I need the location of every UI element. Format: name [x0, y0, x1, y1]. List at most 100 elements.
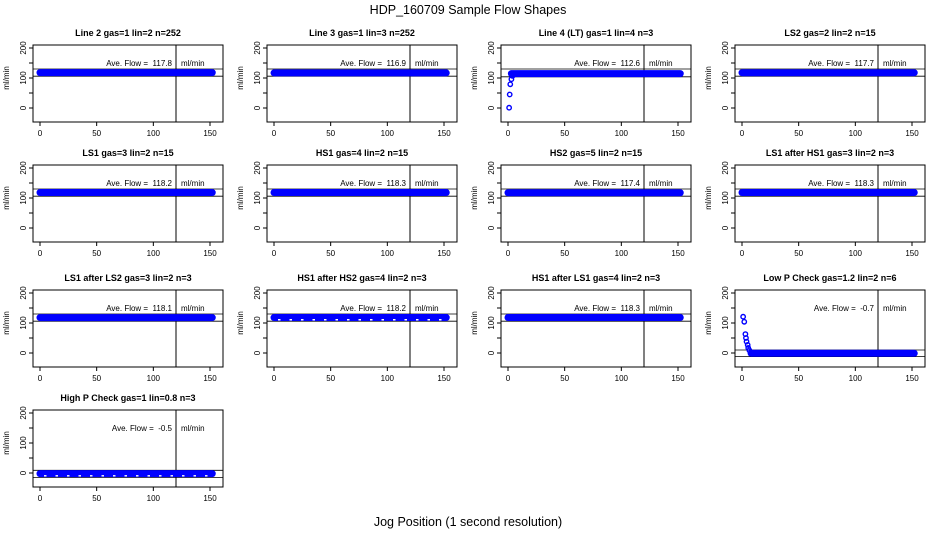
- flow-data-point: [740, 313, 747, 320]
- y-tick-label: 0: [253, 350, 262, 355]
- x-tick-label: 50: [326, 249, 335, 258]
- x-tick-label: 150: [203, 249, 217, 258]
- x-tick-label: 0: [740, 129, 745, 138]
- plot-box: [266, 289, 458, 368]
- ave-flow-annotation: Ave. Flow = 116.9: [340, 59, 406, 68]
- y-axis-title: ml/min: [704, 186, 713, 210]
- flow-data-point: [509, 73, 516, 79]
- y-tick-label: 200: [19, 161, 28, 175]
- plot-box: [500, 289, 692, 368]
- y-tick-label: 100: [487, 316, 496, 330]
- y-axis-title: ml/min: [470, 66, 479, 90]
- ave-flow-annotation: Ave. Flow = 117.8: [106, 59, 172, 68]
- ave-flow-annotation: Ave. Flow = 118.3: [340, 179, 406, 188]
- y-tick-label: 100: [721, 71, 730, 85]
- plot-box: [266, 44, 458, 123]
- y-axis-title: ml/min: [2, 311, 11, 335]
- x-tick-label: 0: [740, 249, 745, 258]
- x-tick-label: 150: [905, 249, 919, 258]
- x-tick-label: 100: [849, 374, 863, 383]
- subplot-2: Line 3 gas=1 lin=3 n=252 0 100 200 ml/min 0 50…: [236, 28, 458, 138]
- x-tick-label: 150: [203, 129, 217, 138]
- ave-flow-annotation: Ave. Flow = 112.6: [574, 59, 640, 68]
- y-tick-label: 100: [721, 316, 730, 330]
- y-tick-label: 200: [19, 41, 28, 55]
- y-axis-title: ml/min: [470, 311, 479, 335]
- subplot-title: LS1 after LS2 gas=3 lin=2 n=3: [64, 273, 191, 283]
- ave-flow-annotation: Ave. Flow = 118.1: [106, 304, 172, 313]
- y-tick-label: 0: [721, 225, 730, 230]
- x-tick-label: 50: [326, 374, 335, 383]
- subplot-13: High P Check gas=1 lin=0.8 n=3 0 100 200 ml/…: [2, 393, 224, 503]
- y-tick-label: 0: [253, 225, 262, 230]
- flow-data-point: [741, 318, 748, 325]
- x-tick-label: 100: [615, 374, 629, 383]
- y-tick-label: 0: [487, 350, 496, 355]
- flow-data-point: [746, 347, 753, 354]
- ave-flow-annotation: Ave. Flow = 118.3: [808, 179, 874, 188]
- y-tick-label: 100: [487, 191, 496, 205]
- x-tick-label: 50: [326, 129, 335, 138]
- x-tick-label: 0: [38, 494, 43, 503]
- subplot-11: HS1 after LS1 gas=4 lin=2 n=3 0 100 200 ml/m…: [470, 273, 692, 383]
- y-axis-title: ml/min: [236, 66, 245, 90]
- plot-box: [266, 164, 458, 243]
- flow-unit-label: ml/min: [649, 59, 673, 68]
- x-tick-label: 150: [905, 129, 919, 138]
- x-tick-label: 150: [437, 374, 451, 383]
- x-tick-label: 100: [849, 129, 863, 138]
- y-axis-title: ml/min: [470, 186, 479, 210]
- y-axis-title: ml/min: [236, 186, 245, 210]
- subplot-title: HS1 after HS2 gas=4 lin=2 n=3: [297, 273, 426, 283]
- x-tick-label: 150: [437, 129, 451, 138]
- y-tick-label: 0: [19, 470, 28, 475]
- x-tick-label: 50: [794, 249, 803, 258]
- y-tick-label: 100: [253, 71, 262, 85]
- subplot-1: Line 2 gas=1 lin=2 n=252 0 100 200 ml/min 0 50…: [2, 28, 224, 138]
- y-tick-label: 0: [721, 105, 730, 110]
- y-tick-label: 100: [487, 71, 496, 85]
- x-tick-label: 100: [147, 374, 161, 383]
- plot-box: [734, 289, 926, 368]
- y-tick-label: 0: [253, 105, 262, 110]
- y-tick-label: 100: [19, 71, 28, 85]
- subplot-6: HS1 gas=4 lin=2 n=15 0 100 200 ml/min 0 50 100 1…: [236, 148, 458, 258]
- flow-unit-label: ml/min: [181, 304, 205, 313]
- ave-flow-annotation: Ave. Flow = 118.3: [574, 304, 640, 313]
- subplot-4: LS2 gas=2 lin=2 n=15 0 100 200 ml/min 0 50 100 1…: [704, 28, 926, 138]
- subplot-title: HS2 gas=5 lin=2 n=15: [550, 148, 642, 158]
- flow-data-point: [506, 91, 513, 98]
- y-tick-label: 200: [721, 161, 730, 175]
- subplot-title: Line 4 (LT) gas=1 lin=4 n=3: [539, 28, 654, 38]
- y-tick-label: 200: [487, 286, 496, 300]
- y-tick-label: 100: [253, 316, 262, 330]
- x-tick-label: 100: [381, 374, 395, 383]
- subplot-title: HS1 gas=4 lin=2 n=15: [316, 148, 408, 158]
- plot-box: [32, 164, 224, 243]
- ave-flow-annotation: Ave. Flow = 117.7: [808, 59, 874, 68]
- subplot-12: Low P Check gas=1.2 lin=2 n=6 0 100 200 ml/m…: [704, 273, 926, 383]
- x-tick-label: 150: [905, 374, 919, 383]
- plot-box: [500, 164, 692, 243]
- subplot-10: HS1 after HS2 gas=4 lin=2 n=3 0 100 200 ml/m…: [236, 273, 458, 383]
- figure-title: HDP_160709 Sample Flow Shapes: [369, 3, 567, 17]
- y-tick-label: 0: [19, 350, 28, 355]
- y-axis-title: ml/min: [236, 311, 245, 335]
- y-tick-label: 200: [721, 286, 730, 300]
- y-tick-label: 0: [19, 105, 28, 110]
- y-tick-label: 200: [487, 161, 496, 175]
- subplot-7: HS2 gas=5 lin=2 n=15 0 100 200 ml/min 0 50 100 1…: [470, 148, 692, 258]
- ave-flow-annotation: Ave. Flow = 118.2: [106, 179, 172, 188]
- subplot-title: HS1 after LS1 gas=4 lin=2 n=3: [532, 273, 660, 283]
- y-axis-title: ml/min: [704, 311, 713, 335]
- y-tick-label: 200: [253, 41, 262, 55]
- subplot-title: LS1 gas=3 lin=2 n=15: [82, 148, 173, 158]
- plot-box: [500, 44, 692, 123]
- x-tick-label: 0: [506, 129, 511, 138]
- y-tick-label: 100: [19, 191, 28, 205]
- x-tick-label: 150: [203, 494, 217, 503]
- flow-unit-label: ml/min: [181, 59, 205, 68]
- ave-flow-annotation: Ave. Flow = -0.5: [112, 424, 173, 433]
- y-tick-label: 200: [253, 286, 262, 300]
